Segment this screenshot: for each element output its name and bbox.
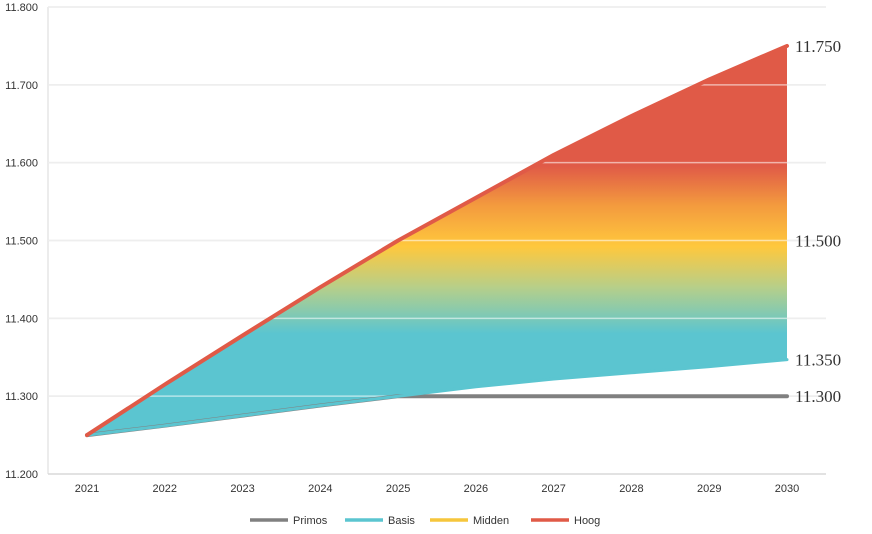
legend-label-basis: Basis xyxy=(388,515,415,527)
y-axis: 11.200 11.300 11.400 11.500 11.600 11.700 11.8… xyxy=(5,2,49,481)
series-line-hoog xyxy=(85,43,789,438)
end-label-11-750: 11.750 xyxy=(795,37,841,56)
legend: Primos Basis Midden Hoog xyxy=(250,515,600,527)
x-tick-label-2025: 2025 xyxy=(386,483,410,495)
y-tick-label-11700: 11.700 xyxy=(5,80,38,92)
x-tick-label-2021: 2021 xyxy=(75,483,99,495)
y-tick-label-11300: 11.300 xyxy=(5,391,38,403)
x-tick-label-2026: 2026 xyxy=(464,483,488,495)
legend-label-primos: Primos xyxy=(293,515,328,527)
series-line-basis xyxy=(85,358,789,437)
y-tick-label-11800: 11.800 xyxy=(5,2,38,14)
legend-label-hoog: Hoog xyxy=(574,515,600,527)
x-tick-label-2027: 2027 xyxy=(541,483,565,495)
end-label-11-300: 11.300 xyxy=(795,387,841,406)
x-tick-label-2024: 2024 xyxy=(308,483,332,495)
y-tick-label-11400: 11.400 xyxy=(5,313,38,325)
x-tick-label-2028: 2028 xyxy=(619,483,643,495)
series-lines xyxy=(85,43,789,438)
x-axis: 2021 2022 2023 2024 2025 2026 2027 2028 2029 2030 xyxy=(75,483,799,495)
y-tick-label-11600: 11.600 xyxy=(5,158,38,170)
x-tick-label-2030: 2030 xyxy=(775,483,799,495)
y-tick-label-11200: 11.200 xyxy=(5,469,38,481)
y-tick-label-11500: 11.500 xyxy=(5,236,38,248)
x-tick-label-2029: 2029 xyxy=(697,483,721,495)
x-tick-label-2022: 2022 xyxy=(153,483,177,495)
end-label-11-500: 11.500 xyxy=(795,232,841,251)
x-tick-label-2023: 2023 xyxy=(230,483,254,495)
end-label-11-350: 11.350 xyxy=(795,351,841,370)
legend-label-midden: Midden xyxy=(473,515,509,527)
end-labels: 11.750 11.500 11.350 11.300 xyxy=(795,37,841,406)
